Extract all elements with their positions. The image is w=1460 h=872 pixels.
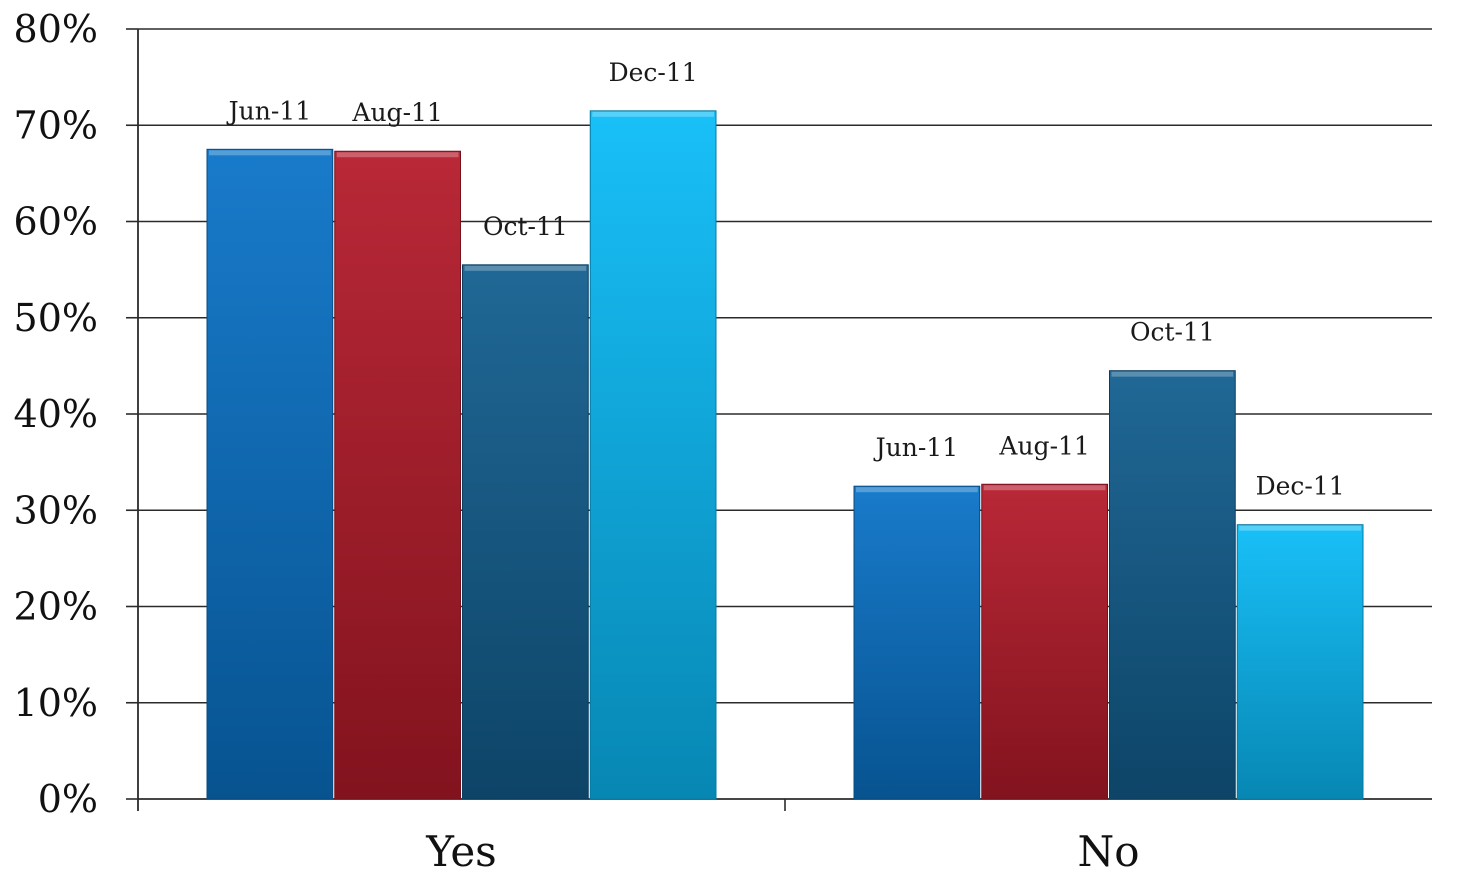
data-label: Jun-11: [873, 433, 958, 462]
bar-bevel: [1239, 525, 1361, 531]
bar-aug-11-yes: [334, 150, 461, 800]
x-tick-label: No: [1077, 827, 1139, 872]
x-tick-label: Yes: [425, 827, 497, 872]
y-tick-label: 20%: [14, 585, 98, 629]
bar-dec-11-yes: [589, 110, 717, 800]
bar-oct-11-no: [1109, 370, 1236, 800]
y-tick-label: 40%: [14, 392, 98, 436]
y-tick-label: 50%: [14, 296, 98, 340]
data-label: Aug-11: [351, 98, 442, 127]
data-label: Dec-11: [609, 58, 698, 87]
bar-jun-11-yes: [206, 148, 334, 800]
data-label: Jun-11: [226, 96, 311, 125]
y-tick-label: 30%: [14, 488, 98, 532]
bar-bevel: [1111, 371, 1234, 377]
bar-jun-11-no: [853, 485, 981, 800]
bar-bevel: [336, 152, 459, 158]
bar-bevel: [856, 487, 978, 493]
y-tick-label: 60%: [14, 200, 98, 244]
bar-bevel: [592, 111, 714, 117]
data-label: Dec-11: [1256, 472, 1345, 501]
y-tick-label: 10%: [14, 681, 98, 725]
bar-aug-11-no: [981, 483, 1108, 800]
bars: [206, 110, 1364, 800]
bar-oct-11-yes: [462, 264, 589, 800]
data-labels: Jun-11 Aug-11 Oct-11 Dec-11 Jun-11 Aug-11 Oct-…: [226, 58, 1345, 501]
y-tick-label: 0%: [38, 777, 98, 821]
y-tick-label: 80%: [14, 7, 98, 51]
bar-bevel: [983, 485, 1106, 491]
bar-bevel: [464, 265, 587, 271]
data-label: Aug-11: [998, 431, 1089, 460]
bar-dec-11-no: [1236, 524, 1364, 800]
axes: 0% 10% 20% 30% 40% 50% 60% 70% 80% Yes No: [14, 7, 1432, 872]
bar-bevel: [209, 150, 331, 156]
data-label: Oct-11: [483, 212, 568, 241]
data-label: Oct-11: [1130, 318, 1215, 347]
y-tick-label: 70%: [14, 103, 98, 147]
